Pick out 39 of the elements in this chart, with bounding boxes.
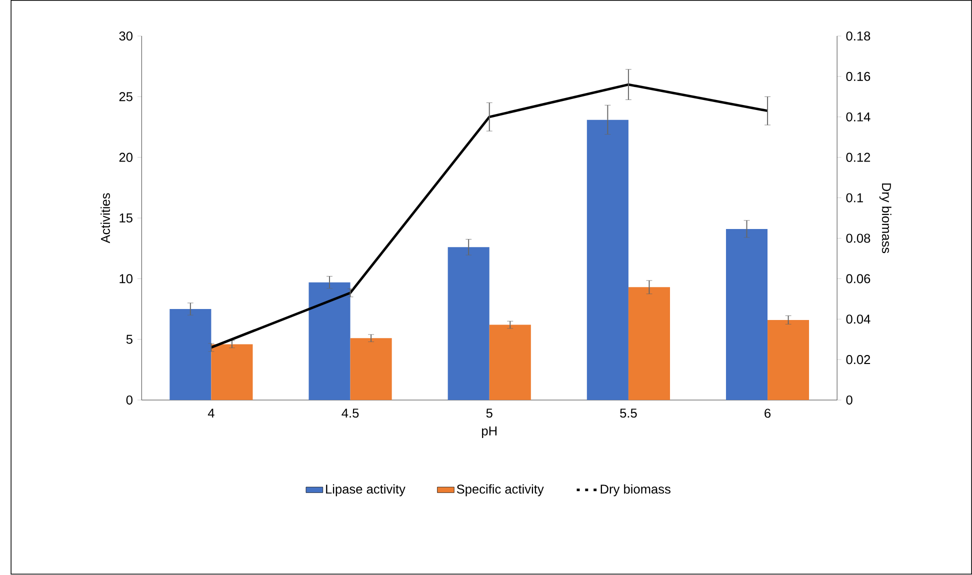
x-axis-title: pH [482,426,497,438]
y-tick-label: 25 [119,92,132,102]
bar [211,344,253,400]
bar [489,325,531,400]
x-tick-label: 5.5 [620,408,637,418]
y2-tick-label: 0.04 [846,314,870,324]
y2-tick-label: 0.14 [846,112,870,122]
legend-label: Specific activity [456,484,544,496]
legend-label: Lipase activity [326,484,406,496]
y2-tick-label: 0.12 [846,153,870,162]
y-tick-label: 0 [126,396,132,405]
x-tick-label: 5 [486,408,492,418]
y-tick-label: 5 [126,335,132,344]
y-tick-label: 30 [119,32,132,41]
bar [170,309,212,400]
y-tick-label: 20 [119,153,132,162]
bar [586,120,628,400]
bar [350,338,392,400]
y2-tick-label: 0.06 [846,274,870,284]
y2-axis-title: Dry biomass [879,184,892,254]
legend-label: Dry biomass [600,484,670,496]
bar [628,287,670,400]
y2-tick-label: 0.02 [846,355,870,364]
y2-tick-label: 0.1 [846,193,863,203]
x-tick-label: 4 [208,408,214,418]
x-tick-label: 4.5 [342,408,359,418]
bar [768,320,810,400]
x-tick-label: 6 [764,408,771,418]
y2-tick-label: 0.16 [846,72,870,82]
y2-tick-label: 0.08 [846,234,870,244]
bar [308,282,350,400]
y-tick-label: 15 [120,214,132,223]
bar [448,247,490,400]
y2-tick-label: 0 [846,396,852,405]
y2-tick-label: 0.18 [846,32,870,41]
line-series [210,84,769,349]
y-axis-title: Activities [100,193,110,244]
y-tick-label: 10 [120,274,132,284]
bar [726,229,768,400]
